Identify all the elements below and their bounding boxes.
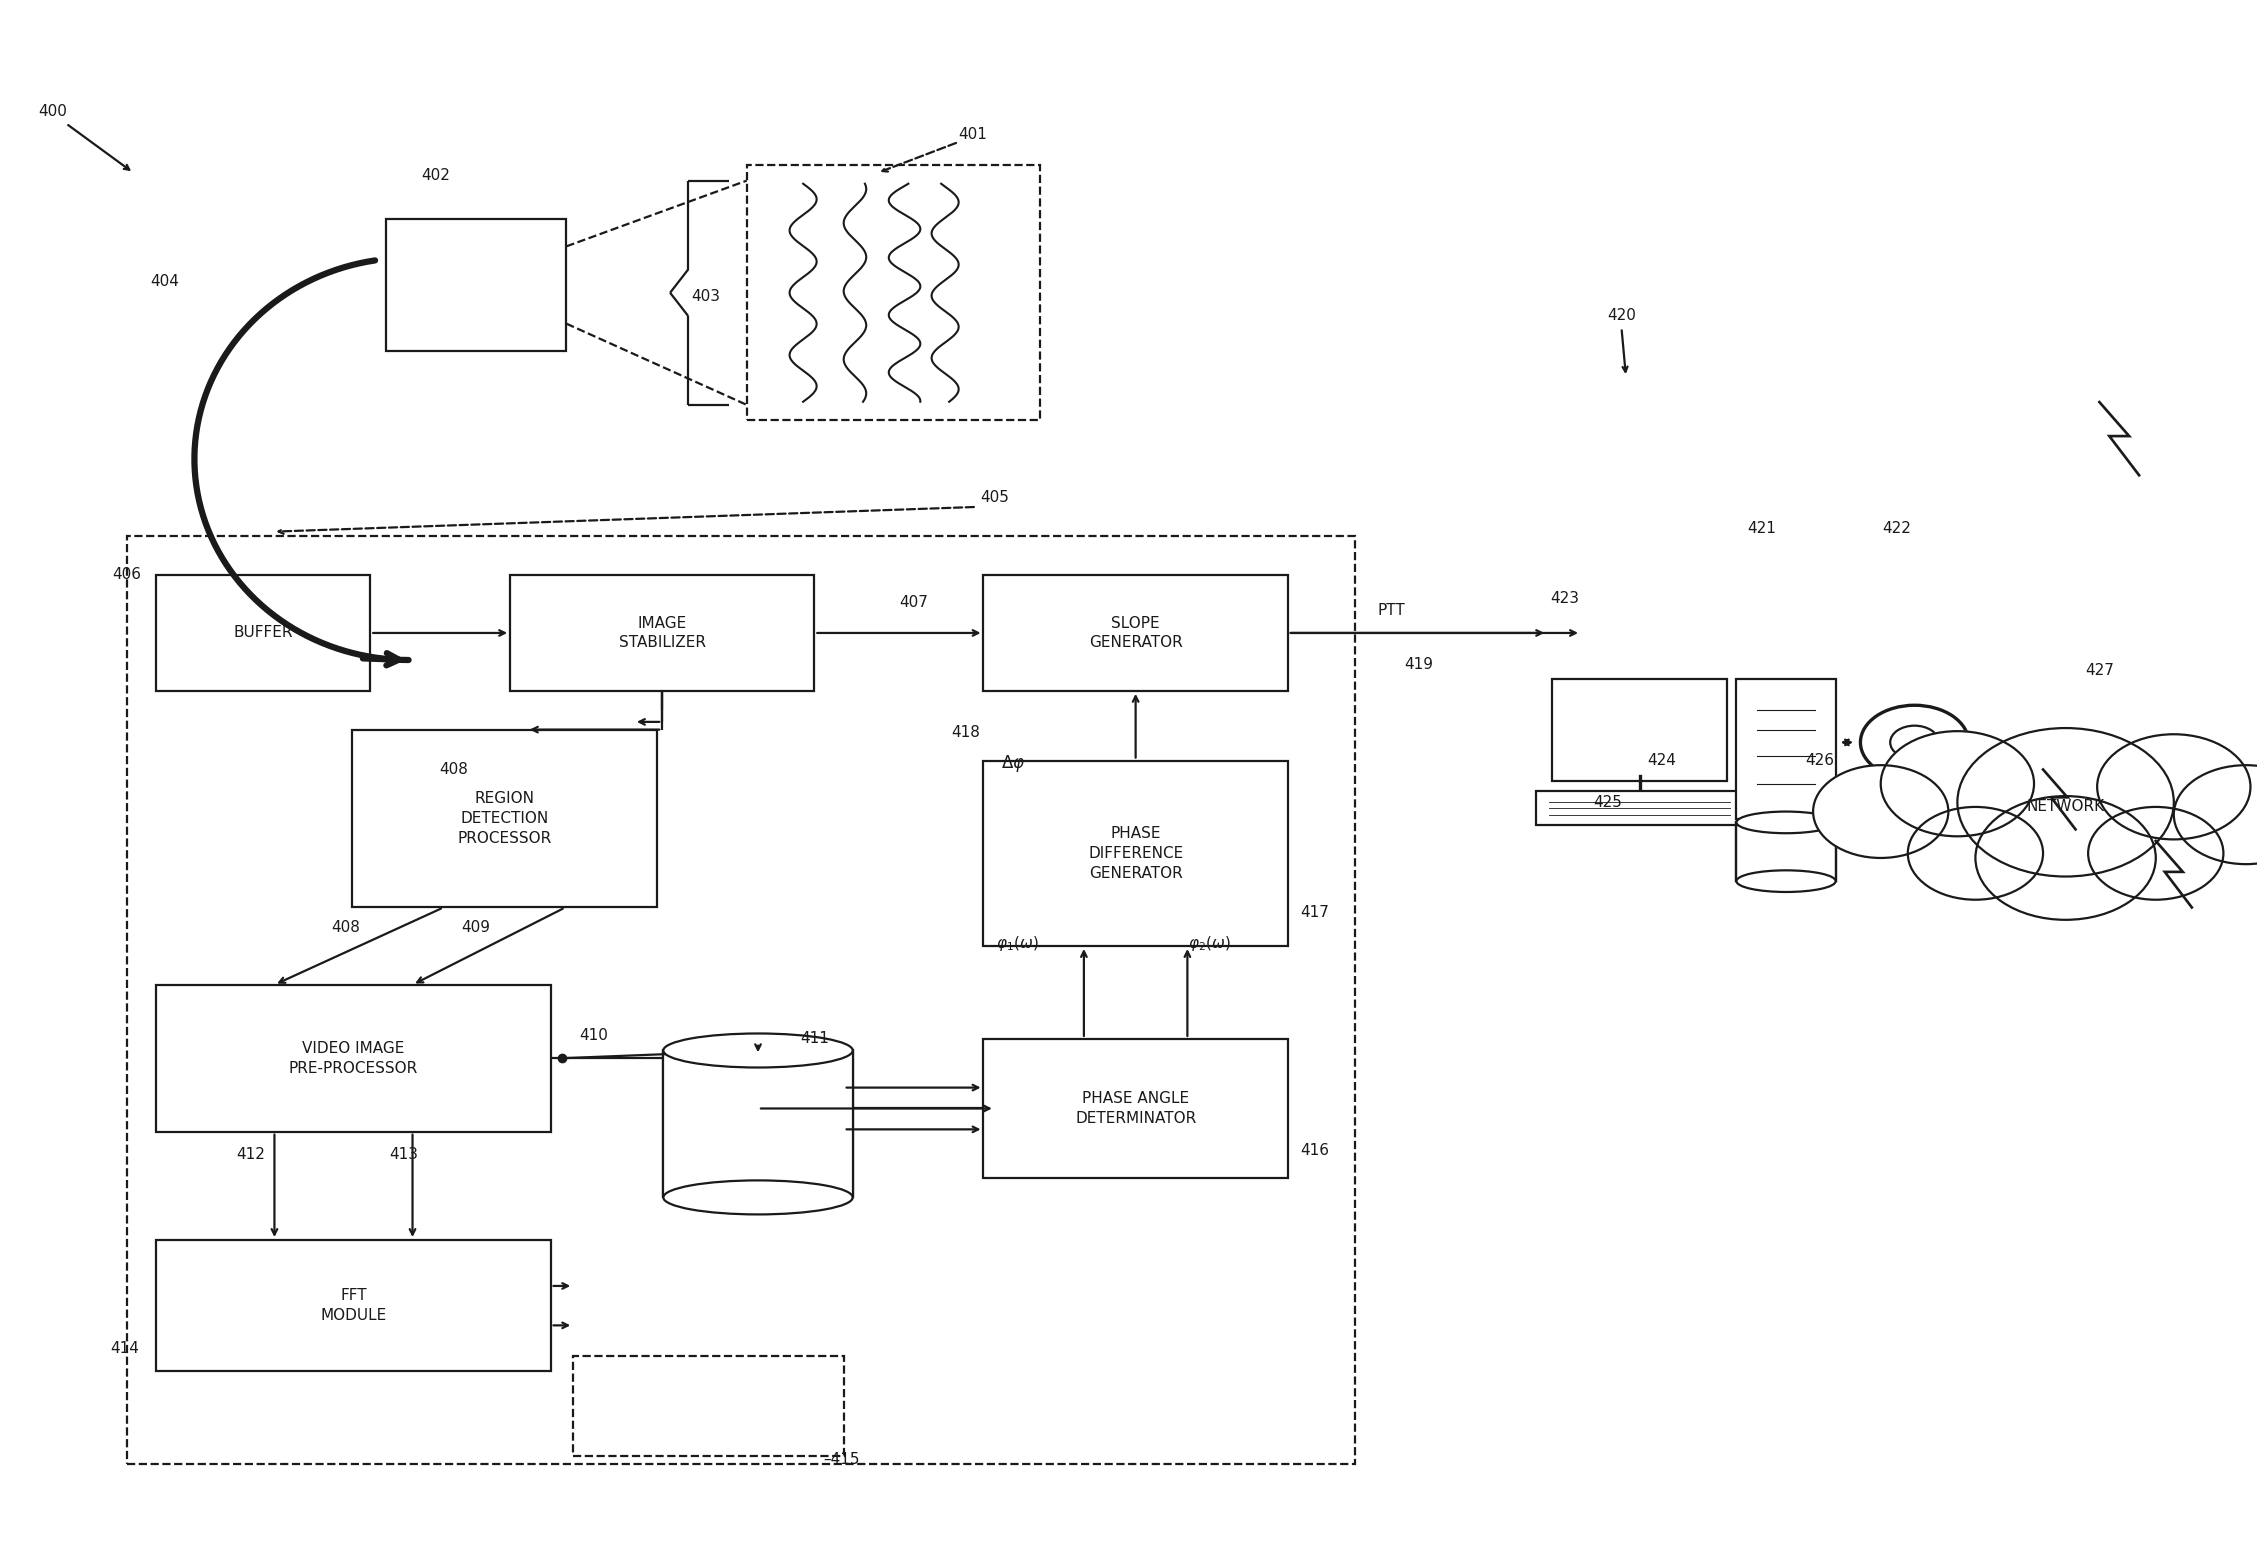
Text: REGION
DETECTION
PROCESSOR: REGION DETECTION PROCESSOR — [457, 792, 551, 846]
Text: 420: 420 — [1607, 307, 1636, 323]
Text: PTT: PTT — [1379, 604, 1406, 618]
Circle shape — [2088, 807, 2224, 900]
Text: 412: 412 — [237, 1147, 264, 1162]
Text: 421: 421 — [1747, 521, 1776, 535]
FancyBboxPatch shape — [386, 219, 567, 351]
FancyBboxPatch shape — [983, 1038, 1288, 1178]
Text: IMAGE
STABILIZER: IMAGE STABILIZER — [619, 616, 705, 650]
Text: 417: 417 — [1300, 905, 1329, 920]
FancyBboxPatch shape — [1553, 678, 1727, 781]
Text: PHASE
DIFFERENCE
GENERATOR: PHASE DIFFERENCE GENERATOR — [1087, 826, 1184, 880]
Text: 406: 406 — [113, 568, 142, 582]
Text: 426: 426 — [1806, 753, 1835, 768]
Text: 400: 400 — [38, 104, 68, 118]
FancyBboxPatch shape — [1537, 792, 1742, 826]
Text: $\varphi_1(\omega)$: $\varphi_1(\omega)$ — [997, 933, 1040, 953]
Text: 413: 413 — [389, 1147, 418, 1162]
Text: 409: 409 — [461, 920, 490, 934]
Text: VIDEO IMAGE
PRE-PROCESSOR: VIDEO IMAGE PRE-PROCESSOR — [289, 1041, 418, 1076]
Text: 404: 404 — [151, 273, 179, 289]
Text: SLOPE
GENERATOR: SLOPE GENERATOR — [1089, 616, 1182, 650]
Text: 407: 407 — [899, 596, 929, 610]
Ellipse shape — [664, 1181, 852, 1214]
Text: BUFFER: BUFFER — [233, 625, 294, 641]
Text: 424: 424 — [1648, 753, 1677, 768]
Text: 414: 414 — [111, 1341, 138, 1356]
Text: 411: 411 — [800, 1032, 829, 1046]
Text: PHASE ANGLE
DETERMINATOR: PHASE ANGLE DETERMINATOR — [1076, 1091, 1196, 1125]
Text: 416: 416 — [1300, 1142, 1329, 1158]
Text: NETWORK: NETWORK — [2027, 799, 2104, 815]
Circle shape — [1975, 796, 2156, 920]
Circle shape — [1880, 731, 2034, 837]
FancyBboxPatch shape — [511, 574, 814, 691]
Text: 403: 403 — [692, 289, 721, 304]
Ellipse shape — [1736, 812, 1835, 833]
Text: 408: 408 — [438, 762, 468, 778]
FancyBboxPatch shape — [664, 1051, 852, 1198]
Text: 423: 423 — [1550, 591, 1580, 605]
FancyBboxPatch shape — [1736, 678, 1835, 819]
Circle shape — [2097, 734, 2251, 840]
Ellipse shape — [1736, 871, 1835, 892]
Text: 408: 408 — [330, 920, 359, 934]
FancyBboxPatch shape — [983, 760, 1288, 947]
Text: 410: 410 — [579, 1029, 608, 1043]
Text: FFT
MODULE: FFT MODULE — [321, 1288, 386, 1322]
Text: 422: 422 — [1883, 521, 1912, 535]
Circle shape — [2174, 765, 2260, 864]
Circle shape — [1957, 728, 2174, 877]
Circle shape — [1907, 807, 2043, 900]
Text: 427: 427 — [2086, 663, 2113, 678]
Text: 418: 418 — [951, 725, 981, 740]
Ellipse shape — [664, 1034, 852, 1068]
Text: $\Delta\varphi$: $\Delta\varphi$ — [1001, 753, 1024, 774]
Text: 419: 419 — [1403, 656, 1433, 672]
Text: 402: 402 — [420, 169, 450, 183]
FancyBboxPatch shape — [983, 574, 1288, 691]
Text: 405: 405 — [981, 490, 1010, 504]
FancyBboxPatch shape — [353, 729, 658, 908]
Text: 401: 401 — [958, 127, 988, 141]
Text: 425: 425 — [1593, 795, 1623, 810]
FancyBboxPatch shape — [156, 986, 551, 1131]
FancyBboxPatch shape — [746, 165, 1040, 421]
Circle shape — [1813, 765, 1948, 858]
FancyBboxPatch shape — [156, 1240, 551, 1372]
Text: –415: –415 — [823, 1453, 859, 1467]
FancyBboxPatch shape — [1736, 823, 1835, 882]
FancyBboxPatch shape — [156, 574, 371, 691]
Text: $\varphi_2(\omega)$: $\varphi_2(\omega)$ — [1186, 933, 1229, 953]
